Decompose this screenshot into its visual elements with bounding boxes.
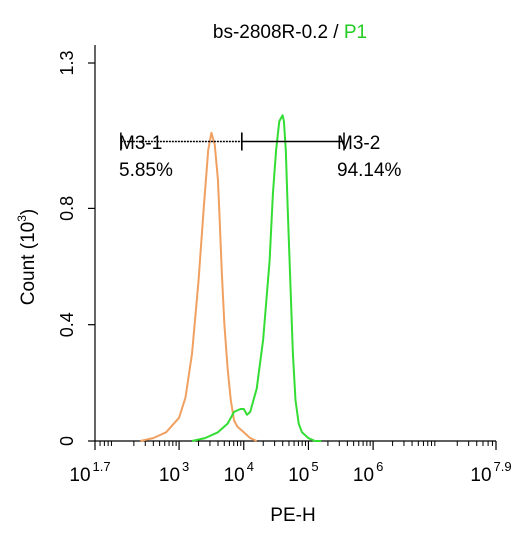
- y-tick-label: 0: [57, 436, 77, 446]
- y-tick-label: 0.4: [57, 312, 77, 337]
- histogram-series-1: [140, 131, 258, 442]
- chart-title: bs-2808R-0.2 / P1: [213, 22, 367, 43]
- x-tick-label: 10 4: [224, 459, 254, 486]
- marker-name: M3-1: [119, 133, 162, 154]
- y-axis-label-exp: 3: [15, 215, 29, 222]
- marker-percent: 5.85%: [119, 160, 173, 181]
- marker-layer: M3-1 5.85% M3-2 94.14%: [119, 132, 402, 181]
- x-tick-label: 10 6: [353, 459, 383, 486]
- y-tick-label: 0.8: [57, 196, 77, 221]
- x-axis-label: PE-H: [270, 505, 315, 526]
- x-tick-label: 10 1.7: [69, 459, 110, 486]
- axis-ticks: 0 0.4 0.8 1.3 10 1.7 10 3 10 4 10 5 10 6 10 7.9: [57, 50, 512, 486]
- x-tick-label: 10 3: [159, 459, 189, 486]
- x-tick-label: 10 7.9: [470, 459, 511, 486]
- title-sample: bs-2808R-0.2: [213, 22, 328, 43]
- histogram-series-2: [191, 114, 322, 442]
- y-tick-label: 1.3: [57, 50, 77, 75]
- marker-percent: 94.14%: [337, 160, 402, 181]
- marker-name: M3-2: [337, 133, 380, 154]
- y-axis-label-text: Count (10: [18, 222, 39, 305]
- y-axis-label-close: ): [18, 209, 39, 215]
- title-gate: P1: [344, 22, 367, 43]
- title-separator: /: [328, 22, 344, 43]
- series-layer: [140, 114, 322, 442]
- x-tick-label: 10 5: [288, 459, 318, 486]
- y-axis-label: Count (103): [15, 209, 39, 305]
